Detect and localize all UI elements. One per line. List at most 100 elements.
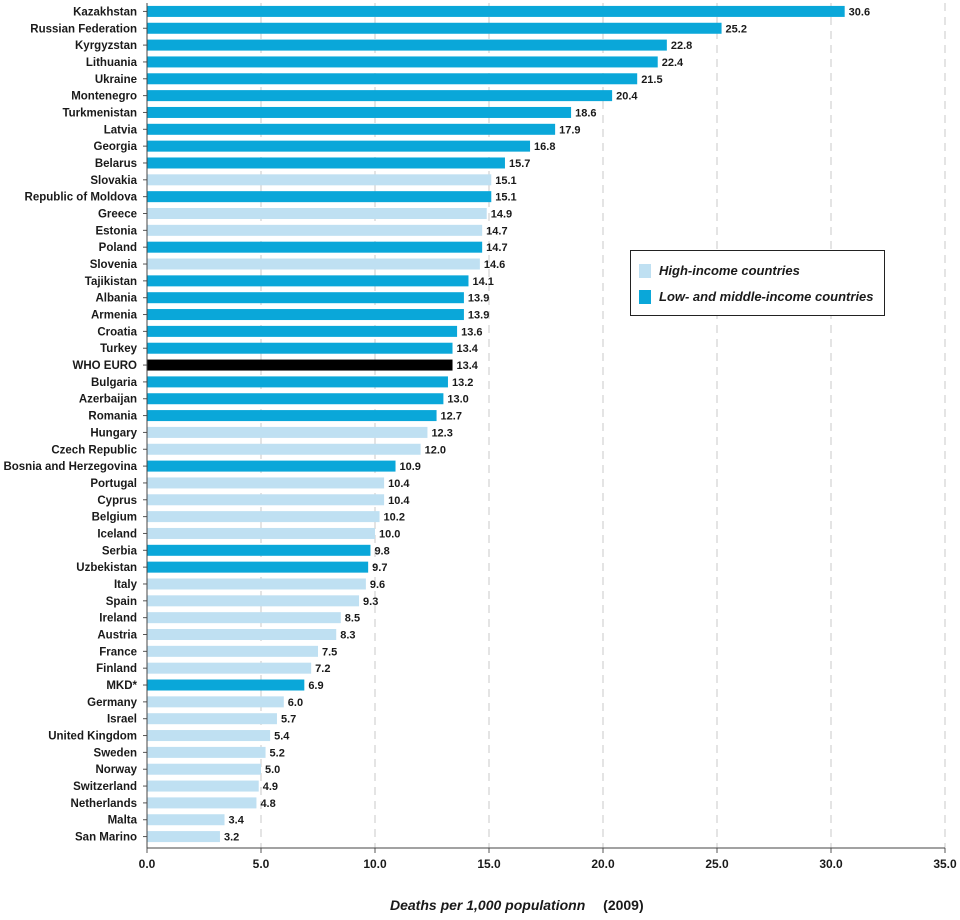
category-labels: Kazakhstan Russian Federation Kyrgyzstan Li… [3,6,137,843]
value-label-france: 7.5 [322,646,337,658]
legend-label-high-income: High-income countries [659,263,800,278]
bar-malta [147,814,225,826]
bar-bulgaria [147,376,448,388]
bar-france [147,645,318,657]
x-axis-year: (2009) [603,897,644,913]
x-axis-title: Deaths per 1,000 populationn (2009) [390,897,644,913]
bar-germany [147,696,284,708]
bar-united-kingdom [147,730,271,742]
bar-cyprus [147,494,385,506]
category-label-united-kingdom: United Kingdom [48,731,137,743]
category-label-kazakhstan: Kazakhstan [73,6,137,18]
x-axis-label: Deaths per 1,000 populationn [390,897,586,913]
category-label-germany: Germany [87,697,137,709]
value-label-switzerland: 4.9 [263,781,278,793]
value-label-belarus: 15.7 [509,158,530,170]
value-label-portugal: 10.4 [388,478,410,490]
value-label-sweden: 5.2 [270,747,285,759]
category-label-croatia: Croatia [97,326,137,338]
x-tick-label: 20.0 [591,857,615,871]
bar-kyrgyzstan [147,39,667,51]
category-label-ireland: Ireland [99,613,137,625]
category-label-georgia: Georgia [94,141,138,153]
value-label-norway: 5.0 [265,764,280,776]
bar-armenia [147,309,464,321]
category-label-bulgaria: Bulgaria [91,377,138,389]
value-label-poland: 14.7 [486,242,507,254]
category-label-norway: Norway [95,764,137,776]
category-label-kyrgyzstan: Kyrgyzstan [75,40,137,52]
bar-slovenia [147,258,480,270]
value-label-tajikistan: 14.1 [472,276,493,288]
bar-bosnia-and-herzegovina [147,460,396,472]
value-label-russian-federation: 25.2 [726,23,747,35]
value-label-armenia: 13.9 [468,310,489,322]
bar-ukraine [147,73,638,85]
value-label-montenegro: 20.4 [616,91,638,103]
value-label-finland: 7.2 [315,663,330,675]
category-label-ukraine: Ukraine [95,74,137,86]
bar-azerbaijan [147,393,444,405]
bar-montenegro [147,90,613,102]
bar-ireland [147,612,341,624]
legend-swatch-low-middle-income [639,289,651,304]
value-label-germany: 6.0 [288,697,303,709]
value-label-turkey: 13.4 [457,343,479,355]
value-label-italy: 9.6 [370,579,385,591]
bar-russian-federation [147,22,722,34]
value-label-ireland: 8.5 [345,613,360,625]
category-label-austria: Austria [97,630,137,642]
bar-turkey [147,342,453,354]
value-label-greece: 14.9 [491,209,512,221]
category-label-czech-republic: Czech Republic [51,444,137,456]
value-label-malta: 3.4 [229,815,245,827]
value-label-who-euro: 13.4 [457,360,479,372]
value-label-netherlands: 4.8 [260,798,275,810]
bar-latvia [147,123,556,135]
category-label-latvia: Latvia [104,124,138,136]
value-label-israel: 5.7 [281,714,296,726]
bar-poland [147,241,483,253]
bar-austria [147,629,337,640]
value-label-kyrgyzstan: 22.8 [671,40,692,52]
bar-slovakia [147,174,492,186]
bar-san-marino [147,831,220,843]
value-label-ukraine: 21.5 [641,74,662,86]
value-label-turkmenistan: 18.6 [575,107,596,119]
bar-mkd [147,679,305,691]
value-label-estonia: 14.7 [486,225,507,237]
category-label-turkmenistan: Turkmenistan [62,107,137,119]
x-tick-label: 25.0 [705,857,729,871]
category-label-greece: Greece [98,209,137,221]
bar-who-euro [147,359,453,371]
category-label-who-euro: WHO EURO [72,360,137,372]
bar-finland [147,662,312,674]
category-label-italy: Italy [114,579,138,591]
value-label-serbia: 9.8 [374,545,389,557]
category-label-san-marino: San Marino [75,832,137,844]
value-label-spain: 9.3 [363,596,378,608]
bar-croatia [147,325,458,337]
bar-hungary [147,426,428,438]
value-label-bosnia-and-herzegovina: 10.9 [400,461,421,473]
bar-uzbekistan [147,561,369,573]
value-label-croatia: 13.6 [461,326,482,338]
value-label-czech-republic: 12.0 [425,444,446,456]
value-label-azerbaijan: 13.0 [447,394,468,406]
category-label-cyprus: Cyprus [97,495,137,507]
legend-swatch-high-income [639,263,651,278]
x-tick-label: 5.0 [253,857,270,871]
category-label-iceland: Iceland [97,528,137,540]
category-label-finland: Finland [96,663,137,675]
category-label-romania: Romania [88,411,137,423]
category-label-lithuania: Lithuania [86,57,138,69]
x-tick-labels: 0.0 5.0 10.0 15.0 20.0 25.0 30.0 35.0 [139,857,957,871]
value-label-republic-of-moldova: 15.1 [495,192,516,204]
legend-item-high-income: High-income countries [639,263,800,278]
category-label-turkey: Turkey [100,343,137,355]
legend: High-income countries Low- and middle-in… [630,250,885,316]
value-label-uzbekistan: 9.7 [372,562,387,574]
category-label-malta: Malta [108,815,138,827]
value-label-lithuania: 22.4 [662,57,684,69]
